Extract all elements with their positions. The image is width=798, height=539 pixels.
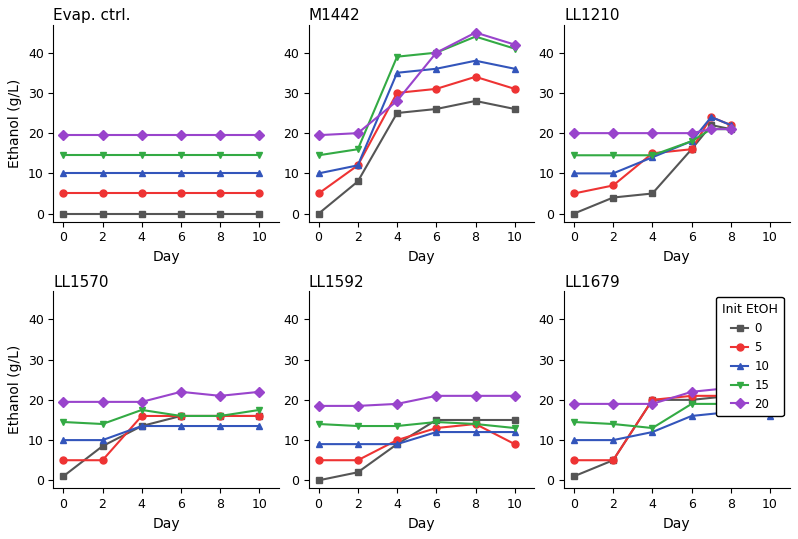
X-axis label: Day: Day (408, 517, 436, 531)
Y-axis label: Ethanol (g/L): Ethanol (g/L) (8, 79, 22, 168)
X-axis label: Day: Day (663, 517, 691, 531)
Text: LL1592: LL1592 (309, 275, 365, 290)
Y-axis label: Ethanol (g/L): Ethanol (g/L) (8, 345, 22, 434)
X-axis label: Day: Day (663, 250, 691, 264)
Text: Evap. ctrl.: Evap. ctrl. (53, 8, 131, 23)
X-axis label: Day: Day (152, 250, 180, 264)
Text: M1442: M1442 (309, 8, 361, 23)
Text: LL1210: LL1210 (564, 8, 619, 23)
Text: LL1679: LL1679 (564, 275, 620, 290)
Text: LL1570: LL1570 (53, 275, 109, 290)
Legend: 0, 5, 10, 15, 20: 0, 5, 10, 15, 20 (716, 297, 784, 417)
X-axis label: Day: Day (152, 517, 180, 531)
X-axis label: Day: Day (408, 250, 436, 264)
